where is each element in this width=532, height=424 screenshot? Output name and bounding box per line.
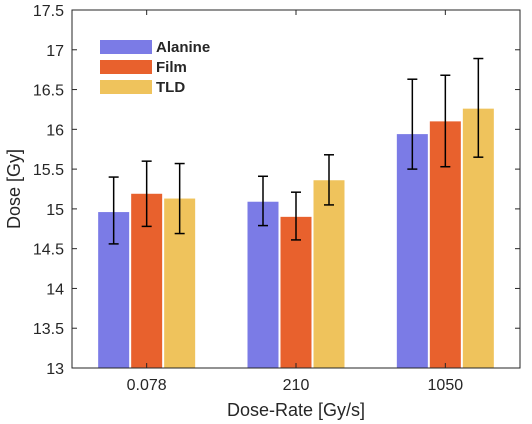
error-bar-tld-2 (473, 57, 484, 158)
y-tick-label: 17 (46, 43, 64, 60)
x-tick-label: 0.078 (127, 377, 167, 394)
bar-film-1 (280, 216, 312, 368)
y-tick-label: 15.5 (33, 162, 64, 179)
y-tick-label: 14.5 (33, 242, 64, 259)
legend-label-tld: TLD (156, 79, 185, 96)
error-bar-film-0 (141, 160, 152, 228)
y-tick-label: 15 (46, 202, 64, 219)
y-tick-label: 13.5 (33, 321, 64, 338)
legend-swatch-film (100, 60, 152, 74)
y-tick-label: 17.5 (33, 3, 64, 20)
error-bar-alanine-0 (108, 176, 119, 245)
error-bar-alanine-1 (258, 175, 268, 227)
bars-layer (98, 108, 494, 368)
legend-label-film: Film (156, 59, 187, 76)
error-bar-alanine-2 (407, 78, 418, 170)
bar-alanine-2 (396, 134, 428, 368)
x-axis-label: Dose-Rate [Gy/s] (227, 400, 365, 420)
error-bar-film-1 (291, 191, 301, 241)
error-bar-film-2 (440, 74, 451, 168)
bar-tld-1 (313, 180, 345, 368)
axes-box (71, 9, 521, 369)
bar-alanine-1 (247, 201, 279, 368)
error-bar-tld-0 (174, 162, 185, 235)
y-tick-label: 16 (46, 122, 64, 139)
x-tick-label: 1050 (428, 377, 464, 394)
y-axis-label: Dose [Gy] (4, 149, 24, 229)
x-tick-label: 210 (283, 377, 310, 394)
y-tick-label: 13 (46, 361, 64, 378)
y-tick-label: 14 (46, 281, 64, 298)
error-bars-layer (108, 57, 484, 245)
axes-layer: 0.078 210 1050 13 13.5 14 14.5 15 15.5 16 16.5 17 17… (33, 3, 521, 394)
legend: Alanine Film TLD (100, 39, 210, 96)
legend-swatch-tld (100, 80, 152, 94)
legend-swatch-alanine (100, 40, 152, 54)
error-bar-tld-1 (324, 154, 334, 206)
legend-label-alanine: Alanine (156, 39, 210, 56)
y-tick-label: 16.5 (33, 83, 64, 100)
